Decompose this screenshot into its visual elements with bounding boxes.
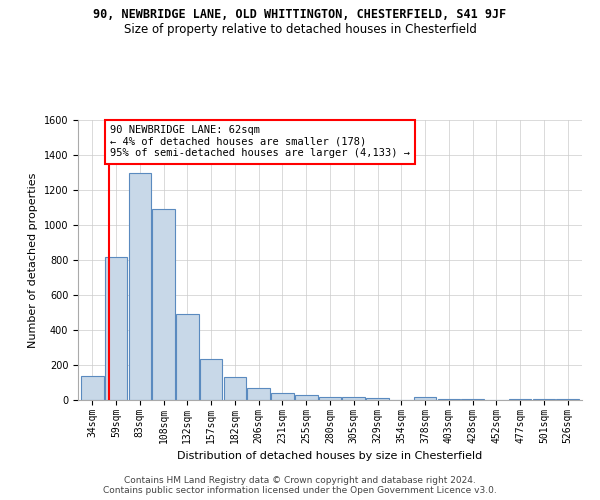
Bar	[295, 395, 317, 400]
Bar	[437, 399, 460, 400]
Bar	[200, 359, 223, 400]
Text: 90, NEWBRIDGE LANE, OLD WHITTINGTON, CHESTERFIELD, S41 9JF: 90, NEWBRIDGE LANE, OLD WHITTINGTON, CHE…	[94, 8, 506, 20]
Bar	[414, 398, 436, 400]
Bar	[105, 256, 127, 400]
Bar	[343, 398, 365, 400]
Bar	[128, 174, 151, 400]
Text: Size of property relative to detached houses in Chesterfield: Size of property relative to detached ho…	[124, 22, 476, 36]
Bar	[533, 399, 555, 400]
Bar	[509, 399, 532, 400]
Text: 90 NEWBRIDGE LANE: 62sqm
← 4% of detached houses are smaller (178)
95% of semi-d: 90 NEWBRIDGE LANE: 62sqm ← 4% of detache…	[110, 125, 410, 158]
Bar	[81, 376, 104, 400]
Text: Contains HM Land Registry data © Crown copyright and database right 2024.
Contai: Contains HM Land Registry data © Crown c…	[103, 476, 497, 495]
Y-axis label: Number of detached properties: Number of detached properties	[28, 172, 38, 348]
Bar	[556, 399, 579, 400]
Bar	[176, 314, 199, 400]
Bar	[224, 377, 246, 400]
Bar	[319, 398, 341, 400]
Bar	[247, 388, 270, 400]
Bar	[271, 393, 294, 400]
X-axis label: Distribution of detached houses by size in Chesterfield: Distribution of detached houses by size …	[178, 451, 482, 461]
Bar	[152, 209, 175, 400]
Bar	[461, 399, 484, 400]
Bar	[366, 398, 389, 400]
